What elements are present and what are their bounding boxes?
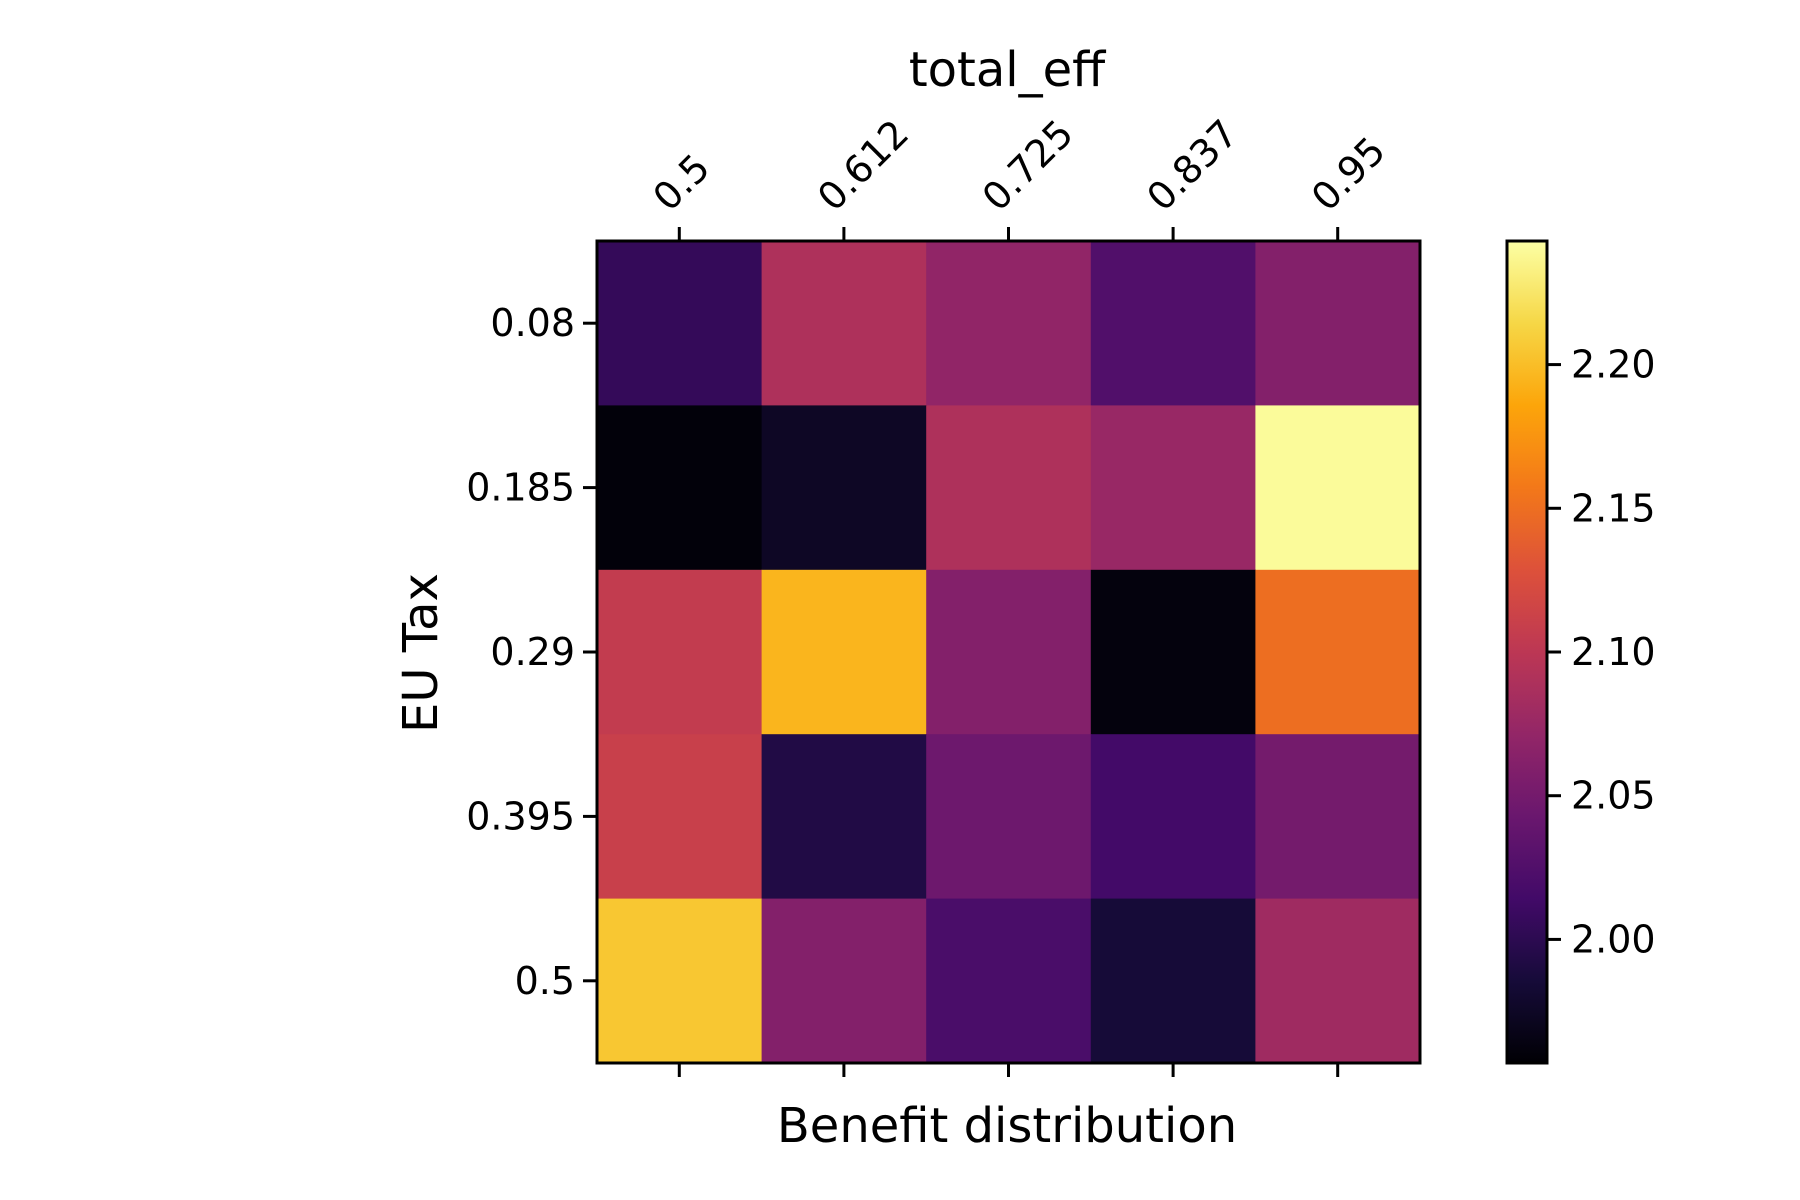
- y-tick-label: 0.29: [490, 630, 575, 674]
- heatmap-cell: [926, 569, 1092, 735]
- heatmap-cell: [1255, 405, 1421, 571]
- heatmap-cell: [926, 898, 1092, 1064]
- heatmap-cell: [1255, 898, 1421, 1064]
- heatmap-cell: [761, 734, 927, 900]
- y-tick-label: 0.08: [490, 301, 575, 345]
- x-tick-label: 0.837: [1138, 111, 1246, 219]
- colorbar-tick-label: 2.15: [1571, 486, 1656, 530]
- y-ticks: 0.08 0.185 0.29 0.395 0.5: [466, 301, 597, 1003]
- y-tick-label: 0.5: [515, 959, 575, 1003]
- heatmap-cells: [597, 241, 1421, 1064]
- colorbar-tick-label: 2.00: [1571, 917, 1656, 961]
- x-tick-label: 0.95: [1303, 128, 1394, 219]
- heatmap-cell: [1090, 241, 1256, 406]
- x-axis-label: Benefit distribution: [777, 1098, 1237, 1154]
- colorbar-gradient: [1505, 239, 1549, 1065]
- colorbar-tick-label: 2.20: [1571, 343, 1656, 387]
- heatmap-cell: [761, 569, 927, 735]
- heatmap-cell: [1255, 569, 1421, 735]
- heatmap-cell: [926, 405, 1092, 571]
- colorbar-tick-label: 2.05: [1571, 774, 1656, 818]
- y-tick-label: 0.395: [466, 794, 575, 838]
- heatmap-cell: [597, 405, 763, 571]
- heatmap-cell: [761, 241, 927, 406]
- chart-title: total_eff: [909, 42, 1106, 98]
- colorbar-tick-label: 2.10: [1571, 630, 1656, 674]
- heatmap-cell: [1090, 734, 1256, 900]
- y-axis-label: EU Tax: [393, 573, 449, 733]
- heatmap-cell: [1090, 569, 1256, 735]
- heatmap-cell: [1090, 898, 1256, 1064]
- x-tick-label: 0.5: [645, 146, 719, 220]
- heatmap-cell: [597, 569, 763, 735]
- heatmap-cell: [1255, 241, 1421, 406]
- heatmap-cell: [761, 898, 927, 1064]
- heatmap-cell: [926, 734, 1092, 900]
- y-tick-label: 0.185: [466, 466, 575, 510]
- heatmap-cell: [761, 405, 927, 571]
- x-tick-label: 0.612: [809, 111, 917, 219]
- x-tick-label: 0.725: [974, 111, 1082, 219]
- colorbar: 2.00 2.05 2.10 2.15 2.20: [1505, 239, 1656, 1065]
- heatmap-cell: [1255, 734, 1421, 900]
- heatmap-cell: [597, 898, 763, 1064]
- heatmap-cell: [597, 734, 763, 900]
- heatmap-cell: [597, 241, 763, 406]
- heatmap-cell: [1090, 405, 1256, 571]
- heatmap-cell: [926, 241, 1092, 406]
